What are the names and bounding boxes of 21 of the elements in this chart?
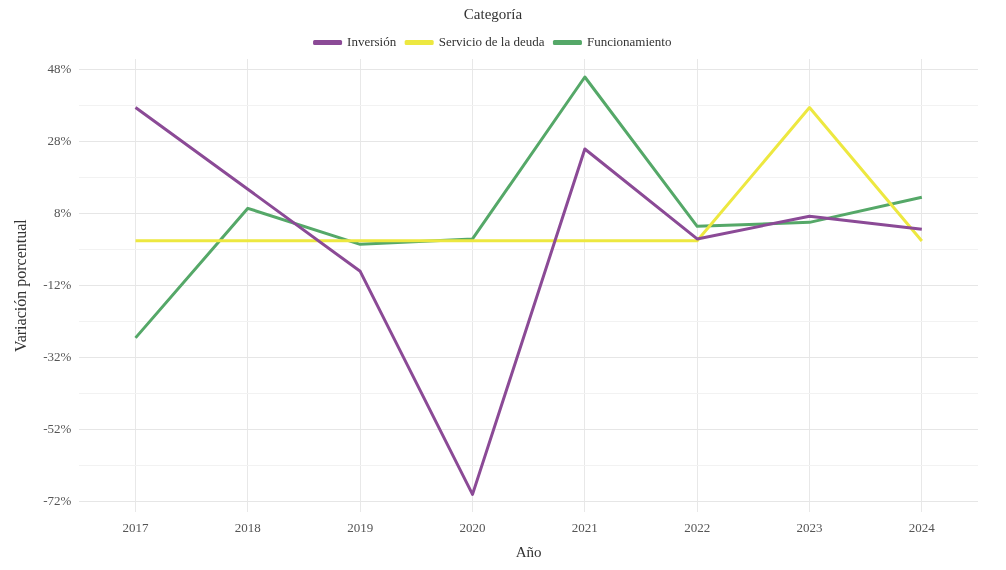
x-tick-label: 2018 — [234, 519, 261, 535]
y-tick-label: -32% — [43, 349, 72, 365]
legend-title: Categoría — [463, 6, 523, 23]
x-tick-label: 2024 — [908, 519, 936, 535]
x-tick-label: 2021 — [571, 519, 598, 535]
y-tick-label: -12% — [43, 277, 72, 293]
y-axis-title: Variación porcentual — [11, 218, 30, 353]
y-tick-label: 8% — [54, 205, 72, 221]
x-axis-title: Año — [515, 543, 542, 560]
x-tick-label: 2017 — [122, 519, 150, 535]
legend-label: Servicio de la deuda — [438, 33, 545, 49]
x-tick-label: 2020 — [459, 519, 486, 535]
y-tick-label: 28% — [47, 133, 72, 149]
y-tick-label: -52% — [43, 421, 72, 437]
y-tick-label: -72% — [43, 493, 72, 509]
legend-label: Inversión — [347, 33, 397, 49]
legend-label: Funcionamiento — [586, 33, 672, 49]
x-tick-label: 2023 — [796, 519, 823, 535]
y-tick-label: 48% — [47, 61, 72, 77]
x-tick-label: 2019 — [347, 519, 374, 535]
x-tick-label: 2022 — [684, 519, 711, 535]
